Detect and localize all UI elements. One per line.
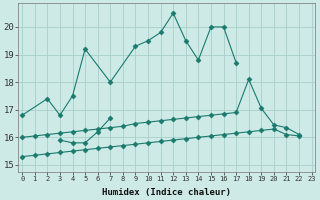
X-axis label: Humidex (Indice chaleur): Humidex (Indice chaleur) [102,188,231,197]
